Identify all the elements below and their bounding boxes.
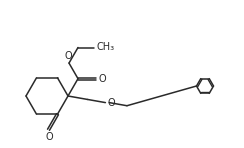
Text: CH₃: CH₃ xyxy=(96,42,115,52)
Text: O: O xyxy=(46,132,53,142)
Text: O: O xyxy=(107,98,115,108)
Text: O: O xyxy=(65,51,72,61)
Text: O: O xyxy=(98,74,106,84)
